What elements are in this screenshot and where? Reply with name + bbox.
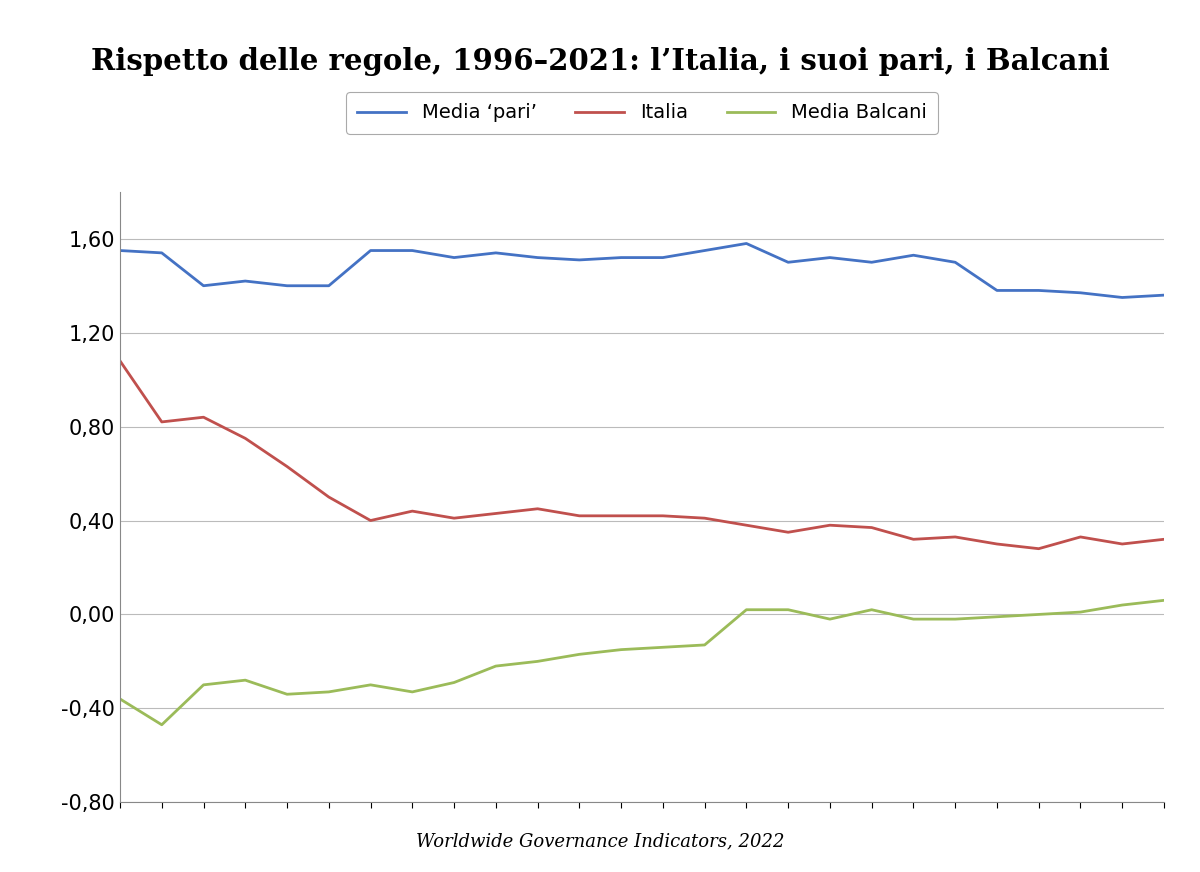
Media ‘pari’ bbox=[364, 245, 378, 255]
Media ‘pari’ bbox=[948, 257, 962, 268]
Italia bbox=[238, 433, 252, 444]
Media Balcani bbox=[488, 661, 503, 671]
Media Balcani bbox=[739, 604, 754, 615]
Italia bbox=[655, 511, 670, 521]
Italia bbox=[488, 508, 503, 519]
Media ‘pari’ bbox=[655, 252, 670, 262]
Media ‘pari’ bbox=[530, 252, 545, 262]
Media Balcani bbox=[406, 686, 420, 697]
Italia bbox=[864, 522, 878, 533]
Italia bbox=[1157, 534, 1171, 544]
Italia bbox=[1032, 543, 1046, 554]
Media ‘pari’ bbox=[322, 281, 336, 291]
Media ‘pari’ bbox=[1115, 292, 1129, 303]
Italia bbox=[197, 412, 211, 422]
Italia bbox=[614, 511, 629, 521]
Media ‘pari’ bbox=[446, 252, 461, 262]
Text: Worldwide Governance Indicators, 2022: Worldwide Governance Indicators, 2022 bbox=[415, 832, 785, 850]
Media Balcani bbox=[823, 614, 838, 624]
Line: Italia: Italia bbox=[120, 361, 1164, 548]
Italia bbox=[364, 515, 378, 526]
Media Balcani bbox=[530, 656, 545, 666]
Line: Media ‘pari’: Media ‘pari’ bbox=[120, 243, 1164, 297]
Media Balcani bbox=[990, 611, 1004, 622]
Media ‘pari’ bbox=[1032, 285, 1046, 296]
Media ‘pari’ bbox=[406, 245, 420, 255]
Italia bbox=[280, 461, 294, 472]
Media Balcani bbox=[1073, 607, 1087, 617]
Italia bbox=[823, 520, 838, 530]
Italia bbox=[1115, 539, 1129, 549]
Italia bbox=[113, 356, 127, 366]
Media Balcani bbox=[906, 614, 920, 624]
Media ‘pari’ bbox=[1157, 290, 1171, 300]
Media ‘pari’ bbox=[823, 252, 838, 262]
Media Balcani bbox=[197, 679, 211, 690]
Media ‘pari’ bbox=[781, 257, 796, 268]
Media ‘pari’ bbox=[906, 250, 920, 261]
Italia bbox=[572, 511, 587, 521]
Media Balcani bbox=[614, 644, 629, 655]
Media ‘pari’ bbox=[739, 238, 754, 249]
Media Balcani bbox=[572, 649, 587, 659]
Media Balcani bbox=[364, 679, 378, 690]
Media ‘pari’ bbox=[113, 245, 127, 255]
Media Balcani bbox=[697, 640, 712, 651]
Media ‘pari’ bbox=[864, 257, 878, 268]
Media Balcani bbox=[1032, 610, 1046, 620]
Media Balcani bbox=[1115, 600, 1129, 610]
Italia bbox=[990, 539, 1004, 549]
Media Balcani bbox=[155, 719, 169, 730]
Media Balcani bbox=[280, 689, 294, 699]
Media ‘pari’ bbox=[155, 248, 169, 258]
Media ‘pari’ bbox=[697, 245, 712, 255]
Italia bbox=[446, 513, 461, 523]
Media Balcani bbox=[781, 604, 796, 615]
Italia bbox=[948, 532, 962, 542]
Italia bbox=[697, 513, 712, 523]
Italia bbox=[530, 503, 545, 514]
Media Balcani bbox=[1157, 595, 1171, 605]
Italia bbox=[322, 492, 336, 502]
Media ‘pari’ bbox=[572, 255, 587, 265]
Media ‘pari’ bbox=[488, 248, 503, 258]
Legend: Media ‘pari’, Italia, Media Balcani: Media ‘pari’, Italia, Media Balcani bbox=[346, 92, 938, 134]
Italia bbox=[781, 527, 796, 537]
Media Balcani bbox=[655, 642, 670, 652]
Text: Rispetto delle regole, 1996–2021: l’Italia, i suoi pari, i Balcani: Rispetto delle regole, 1996–2021: l’Ital… bbox=[91, 46, 1109, 76]
Media Balcani bbox=[446, 678, 461, 688]
Media ‘pari’ bbox=[614, 252, 629, 262]
Italia bbox=[739, 520, 754, 530]
Media Balcani bbox=[113, 694, 127, 705]
Media ‘pari’ bbox=[238, 276, 252, 286]
Italia bbox=[155, 417, 169, 427]
Media Balcani bbox=[948, 614, 962, 624]
Media ‘pari’ bbox=[1073, 288, 1087, 298]
Line: Media Balcani: Media Balcani bbox=[120, 600, 1164, 725]
Media Balcani bbox=[864, 604, 878, 615]
Italia bbox=[406, 506, 420, 516]
Media ‘pari’ bbox=[197, 281, 211, 291]
Media ‘pari’ bbox=[280, 281, 294, 291]
Media ‘pari’ bbox=[990, 285, 1004, 296]
Media Balcani bbox=[238, 675, 252, 685]
Italia bbox=[906, 534, 920, 544]
Italia bbox=[1073, 532, 1087, 542]
Media Balcani bbox=[322, 686, 336, 697]
